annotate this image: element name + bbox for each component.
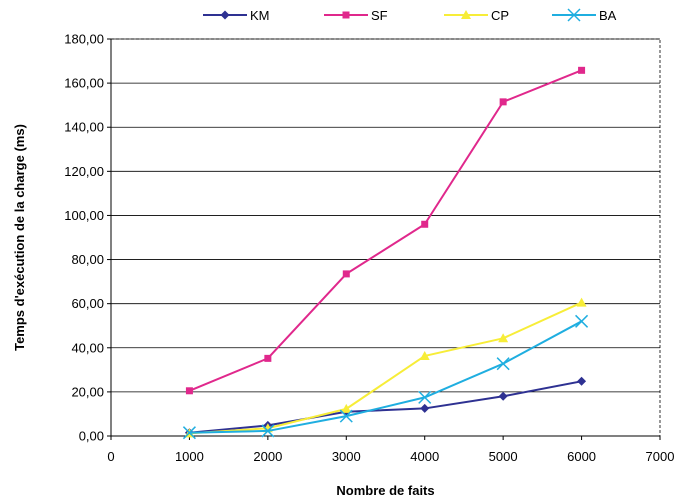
y-axis-title: Temps d'exécution de la charge (ms) [12,124,27,351]
x-tick-labels: 0 1000 2000 3000 4000 5000 6000 7000 [107,449,674,464]
data-point [576,297,587,307]
data-point-stroke [418,390,432,404]
series-line [189,320,583,434]
y-tick-label: 60,00 [71,296,104,311]
y-tick-label: 180,00 [64,32,104,47]
legend-label: CP [491,8,509,23]
data-point-stroke [182,426,196,440]
data-point-stroke [496,357,510,371]
y-tick-labels: 0,00 20,00 40,00 60,00 80,00 100,00 120,00 140,… [64,32,104,444]
data-point [185,387,193,395]
data-point [420,403,430,413]
data-point [499,98,507,106]
x-tick-label: 2000 [253,449,282,464]
legend-item-km: KM [203,8,270,23]
y-tick-label: 120,00 [64,164,104,179]
data-point [421,220,429,228]
y-tick-label: 140,00 [64,120,104,135]
x-tick-label: 1000 [175,449,204,464]
x-tick-label: 4000 [410,449,439,464]
data-point [182,426,196,440]
axes [110,39,661,440]
x-tick-label: 6000 [567,449,596,464]
data-point [498,333,509,343]
legend: KM SF CP BA [203,8,617,23]
data-point [339,409,353,423]
y-tick-label: 80,00 [71,252,104,267]
data-point [261,424,275,438]
data-point [220,10,230,20]
y-tick-label: 160,00 [64,76,104,91]
x-tick-label: 7000 [646,449,675,464]
x-tick-label: 5000 [489,449,518,464]
legend-item-cp: CP [444,8,509,23]
data-point [575,314,589,328]
y-tick-label: 0,00 [79,429,104,444]
data-point [567,8,581,22]
y-tick-label: 20,00 [71,384,104,399]
data-point [461,10,471,19]
series-line [189,301,582,435]
data-point [341,403,352,413]
x-tick-label: 3000 [332,449,361,464]
legend-label: BA [599,8,617,23]
series-layer [182,66,589,440]
data-point [264,354,272,362]
x-tick-label: 0 [107,449,114,464]
data-point [578,66,586,74]
data-point [496,357,510,371]
data-point [342,270,350,278]
data-point [419,350,430,360]
x-axis-title: Nombre de faits [336,483,434,498]
data-point [577,376,587,386]
data-point-stroke [567,8,581,22]
y-tick-label: 40,00 [71,340,104,355]
legend-item-sf: SF [324,8,388,23]
series-line [189,380,582,434]
data-point [498,391,508,401]
data-point-stroke [339,409,353,423]
y-tick-label: 100,00 [64,208,104,223]
series-line [189,69,582,392]
legend-label: KM [250,8,270,23]
data-point [342,11,350,19]
series-ba [182,314,589,440]
data-point [418,390,432,404]
data-point-stroke [575,314,589,328]
series-sf [185,66,586,395]
legend-item-ba: BA [552,8,617,23]
data-point-stroke [261,424,275,438]
legend-label: SF [371,8,388,23]
